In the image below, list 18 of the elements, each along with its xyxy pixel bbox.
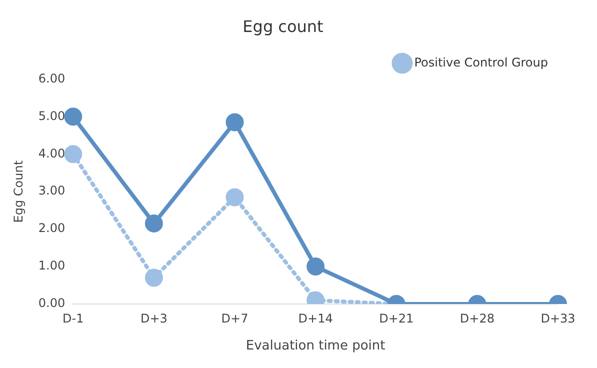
y-axis-title: Egg Count — [11, 160, 26, 223]
x-tick-label: D-1 — [62, 311, 84, 326]
y-tick-label: 2.00 — [38, 221, 66, 236]
y-tick-label: 3.00 — [38, 184, 66, 198]
legend-label: Positive Control Group — [414, 55, 548, 70]
chart-title: Egg count — [242, 16, 324, 36]
x-tick-label: D+3 — [140, 311, 168, 326]
y-tick-label: 4.00 — [38, 146, 66, 160]
x-tick-label: D+21 — [379, 311, 414, 326]
x-tick-label: D+14 — [298, 311, 333, 326]
y-tick-label: 6.00 — [38, 71, 66, 86]
x-tick-label: D+33 — [540, 311, 576, 326]
x-tick-label: D+28 — [460, 311, 494, 326]
y-tick-label: 1.00 — [38, 258, 66, 273]
x-tick-label: D+7 — [221, 311, 248, 326]
y-tick-label: 0.00 — [38, 296, 66, 310]
x-axis-title: Evaluation time point — [246, 338, 386, 354]
y-tick-label: 5.00 — [38, 108, 66, 123]
